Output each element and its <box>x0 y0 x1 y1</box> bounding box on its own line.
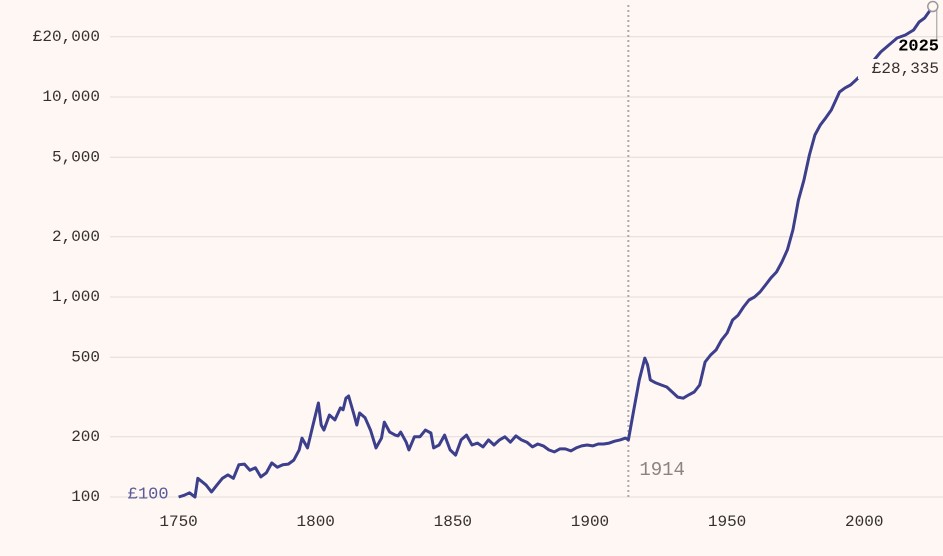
reference-label: 1914 <box>639 459 685 481</box>
end-marker <box>927 0 939 13</box>
x-tick-label: 1750 <box>159 513 197 531</box>
y-tick-label: 100 <box>71 488 100 506</box>
x-tick-label: 1850 <box>434 513 472 531</box>
end-value-label: £28,335 <box>872 60 939 78</box>
y-tick-label: 10,000 <box>42 88 100 106</box>
data-line <box>178 5 935 499</box>
y-tick-label: 200 <box>71 428 100 446</box>
y-tick-label: 1,000 <box>52 288 100 306</box>
y-tick-label: 500 <box>71 348 100 366</box>
x-tick-label: 2000 <box>845 513 883 531</box>
y-tick-label: 2,000 <box>52 228 100 246</box>
end-year-label: 2025 <box>898 37 939 56</box>
y-tick-label: £20,000 <box>33 28 100 46</box>
x-tick-label: 1950 <box>708 513 746 531</box>
y-tick-label: 5,000 <box>52 148 100 166</box>
end-label-bg <box>858 59 940 79</box>
x-tick-label: 1800 <box>296 513 334 531</box>
start-label: £100 <box>128 485 169 504</box>
x-tick-label: 1900 <box>571 513 609 531</box>
